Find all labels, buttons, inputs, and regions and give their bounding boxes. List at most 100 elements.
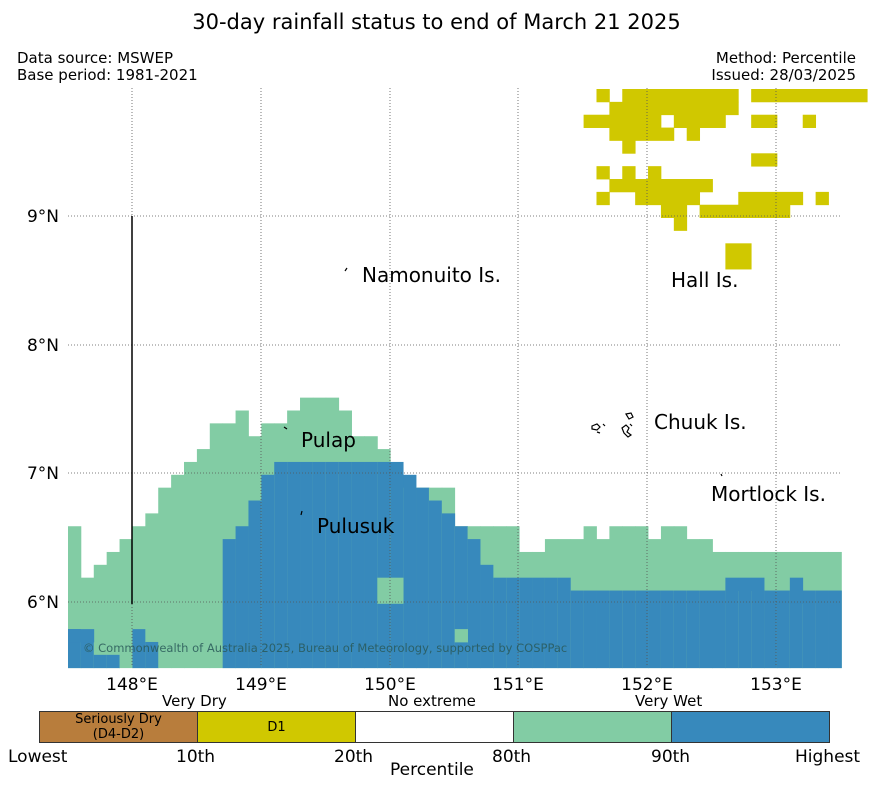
d1-cell: [751, 89, 868, 103]
highest-cell: [300, 461, 314, 669]
highest-cell: [364, 461, 378, 669]
highest-cell: [351, 461, 365, 669]
highest-cell: [815, 590, 829, 669]
method-label: Method: Percentile: [715, 49, 856, 67]
highest-cell: [789, 590, 804, 669]
x-tick-label: 151°E: [492, 675, 544, 695]
very-wet-cell: [196, 449, 211, 669]
place-label-pulap: Pulap: [301, 428, 356, 452]
x-tick-label: 148°E: [106, 675, 158, 695]
highest-cell: [261, 474, 275, 669]
legend-category-very-wet: Very Wet: [635, 692, 703, 710]
d1-cell: [738, 191, 804, 206]
very-wet-cell: [454, 629, 468, 643]
copyright-text: © Commonwealth of Australia 2025, Bureau…: [83, 641, 567, 655]
issued-label: Issued: 28/03/2025: [711, 66, 856, 84]
highest-cell: [635, 590, 649, 669]
highest-cell: [222, 539, 236, 669]
legend-tick-80th: 80th: [492, 747, 532, 767]
d1-cell: [609, 101, 662, 116]
d1-cell: [699, 204, 791, 218]
highest-cell: [738, 590, 752, 669]
d1-cell: [635, 89, 726, 103]
highest-cell: [467, 539, 481, 669]
highest-cell: [764, 590, 778, 669]
legend-box-seriously-dry: Seriously Dry (D4-D2): [39, 711, 198, 743]
highest-cell: [441, 513, 456, 669]
d1-cell: [673, 217, 688, 231]
very-wet-cell: [119, 539, 133, 669]
d1-cell: [596, 89, 610, 103]
legend-tick-lowest: Lowest: [8, 747, 68, 767]
legend-box-label: D1: [267, 719, 286, 735]
highest-cell: [699, 590, 713, 669]
pulusuk-island-shape: [300, 510, 303, 516]
d1-cell: [673, 179, 713, 193]
highest-cell: [145, 641, 159, 669]
place-label-namonuito: Namonuito Is.: [362, 263, 501, 287]
d1-cell: [609, 179, 636, 193]
legend-box-label: Seriously Dry (D4-D2): [75, 712, 162, 742]
pulap-island-shape: [283, 426, 288, 430]
x-tick-label: 152°E: [621, 675, 673, 695]
highest-cell: [828, 590, 842, 669]
highest-cell: [544, 577, 559, 669]
highest-cell: [519, 577, 533, 669]
data-source-label: Data source: MSWEP: [17, 49, 174, 67]
d1-cell: [609, 114, 662, 128]
highest-cell: [287, 461, 301, 669]
d1-cell: [751, 114, 778, 128]
highest-cell: [660, 590, 675, 669]
d1-cell: [686, 127, 701, 141]
x-tick-label: 150°E: [364, 675, 416, 695]
mortlock-island-shape: [720, 473, 723, 477]
legend-tick-10th: 10th: [176, 747, 216, 767]
highest-cell: [248, 500, 262, 669]
base-period-label: Base period: 1981-2021: [17, 66, 198, 84]
highest-cell: [557, 577, 572, 669]
very-wet-cell: [106, 551, 120, 669]
highest-cell: [570, 590, 584, 669]
place-label-chuuk: Chuuk Is.: [654, 410, 747, 434]
d1-cell: [622, 166, 636, 180]
highest-cell: [673, 590, 688, 669]
d1-cell: [673, 114, 713, 128]
very-wet-cell: [184, 461, 198, 669]
y-tick-label: 7°N: [27, 464, 59, 484]
highest-cell: [583, 590, 597, 669]
d1-cell: [648, 127, 675, 141]
legend-box-no-extreme: [355, 711, 514, 743]
very-wet-cell: [145, 513, 159, 669]
legend-box-highest: [671, 711, 830, 743]
highest-cell: [712, 590, 726, 669]
highest-cell: [325, 461, 340, 669]
x-tick-label: 149°E: [235, 675, 287, 695]
legend-category-very-dry: Very Dry: [162, 692, 227, 710]
legend-tick-20th: 20th: [334, 747, 374, 767]
island-outlines: [283, 267, 723, 516]
y-tick-label: 6°N: [27, 593, 59, 613]
highest-cell: [609, 590, 623, 669]
very-wet-cell: [377, 577, 404, 604]
legend-category-no-extreme: No extreme: [388, 692, 476, 710]
highest-cell: [725, 590, 739, 669]
highest-cell: [132, 629, 146, 669]
d1-cell: [660, 101, 739, 116]
d1-cell: [635, 191, 701, 206]
d1-cell: [622, 89, 636, 103]
rainfall-grid: [68, 89, 868, 669]
very-wet-cell: [209, 423, 224, 669]
legend-tick-90th: 90th: [651, 747, 691, 767]
very-wet-cell: [171, 474, 185, 669]
highest-cell: [725, 577, 765, 591]
highest-cell: [338, 461, 352, 669]
highest-cell: [403, 474, 417, 669]
highest-cell: [480, 564, 494, 669]
place-label-pulusuk: Pulusuk: [317, 514, 395, 538]
highest-cell: [789, 577, 804, 604]
legend-box-very-wet: [513, 711, 672, 743]
highest-cell: [390, 461, 404, 669]
d1-cell: [751, 153, 778, 167]
place-label-hall: Hall Is.: [671, 268, 738, 292]
